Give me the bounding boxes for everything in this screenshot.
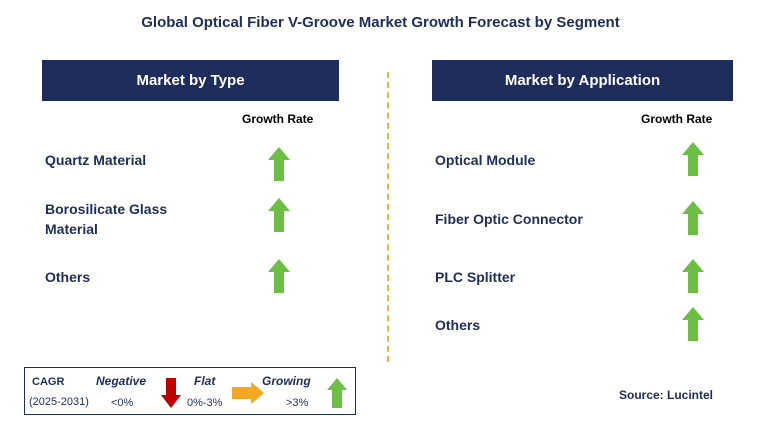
legend-period: (2025-2031) [29, 396, 89, 408]
application-item-plc-splitter: PLC Splitter [435, 269, 516, 285]
legend-growing-range: >3% [286, 397, 309, 409]
type-others-up-arrow-icon [268, 259, 290, 293]
type-borosilicate-up-arrow-icon [268, 198, 290, 232]
legend-negative-label: Negative [96, 374, 147, 388]
cagr-legend [24, 367, 356, 415]
legend-flat-range: 0%-3% [187, 397, 223, 409]
legend-cagr-label: CAGR [32, 376, 65, 388]
type-item-quartz: Quartz Material [45, 152, 147, 168]
chart-title: Global Optical Fiber V-Groove Market Gro… [141, 14, 620, 31]
application-growth-rate-label: Growth Rate [641, 112, 713, 126]
legend-flat-label: Flat [194, 374, 216, 388]
application-others-up-arrow-icon [682, 307, 704, 341]
type-item-borosilicate: Borosilicate Glass Material [45, 201, 168, 237]
application-optical-module-up-arrow-icon [682, 142, 704, 176]
application-item-optical-module: Optical Module [435, 152, 536, 168]
legend-growing-label: Growing [262, 374, 311, 388]
type-item-others: Others [45, 269, 91, 285]
application-plc-splitter-up-arrow-icon [682, 259, 704, 293]
application-connector-up-arrow-icon [682, 201, 704, 235]
legend-down-arrow-icon [161, 378, 181, 408]
application-item-fiber-optic-connector: Fiber Optic Connector [435, 211, 583, 227]
type-growth-rate-label: Growth Rate [242, 112, 314, 126]
legend-negative-range: <0% [111, 397, 134, 409]
legend-up-arrow-icon [327, 378, 347, 408]
type-quartz-up-arrow-icon [268, 147, 290, 181]
application-item-others: Others [435, 317, 481, 333]
panel-divider [387, 72, 389, 362]
application-panel-header: Market by Application [432, 60, 733, 101]
source-note: Source: Lucintel [619, 388, 714, 402]
type-panel-header: Market by Type [42, 60, 339, 101]
legend-right-arrow-icon [232, 382, 264, 404]
